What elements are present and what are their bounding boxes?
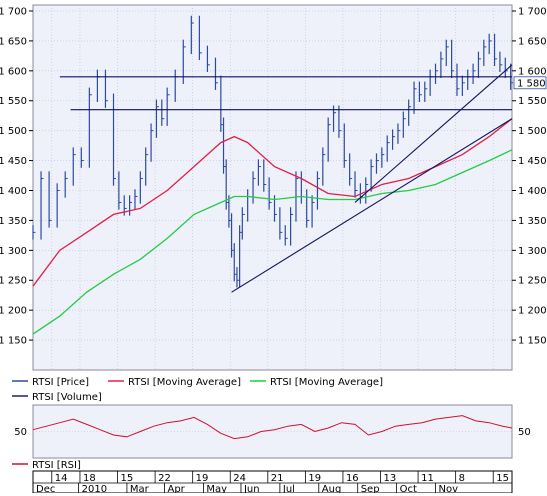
legend-label: RTSI [Price]: [32, 377, 89, 388]
date-day-label: 24: [233, 473, 246, 484]
y-tick-label-left: 1 550: [0, 96, 27, 107]
y-tick-label-right: 1 550: [518, 96, 547, 107]
last-value-label: 1 580: [517, 78, 546, 89]
date-month-label: Apr: [167, 484, 185, 493]
date-day-label: 13: [384, 473, 397, 484]
y-tick-label-left: 1 150: [0, 336, 27, 347]
rsi-tick-label-right: 50: [518, 427, 531, 438]
y-tick-label-right: 1 600: [518, 66, 547, 77]
date-day-label: 15: [121, 473, 134, 484]
y-tick-label-left: 1 200: [0, 306, 27, 317]
date-month-label: May: [206, 484, 227, 493]
date-month-label: Aug: [322, 484, 342, 493]
date-day-label: 11: [421, 473, 434, 484]
y-tick-label-right: 1 450: [518, 156, 547, 167]
date-month-label: Nov: [439, 484, 459, 493]
moving-average-line-2: [32, 149, 513, 335]
date-day-label: 16: [346, 473, 359, 484]
date-day-label: 21: [271, 473, 284, 484]
y-tick-label-right: 1 300: [518, 246, 547, 257]
date-month-label: Dec: [36, 484, 55, 493]
y-tick-label-left: 1 700: [0, 6, 27, 17]
y-tick-label-right: 1 700: [518, 6, 547, 17]
legend-label: RTSI [RSI]: [32, 460, 81, 471]
date-day-label: 15: [496, 473, 509, 484]
y-tick-label-right: 1 500: [518, 126, 547, 137]
trend-line: [231, 118, 513, 293]
legend-label: RTSI [Moving Average]: [270, 377, 383, 388]
y-tick-label-left: 1 650: [0, 36, 27, 47]
y-tick-label-right: 1 250: [518, 276, 547, 287]
price-plot-area: [32, 4, 513, 371]
date-month-label: Jul: [282, 484, 295, 493]
date-month-label: Jun: [243, 484, 260, 493]
date-month-label: Sep: [361, 484, 380, 493]
y-tick-label-right: 1 150: [518, 336, 547, 347]
date-day-label: 22: [158, 473, 171, 484]
trend-line: [354, 64, 513, 203]
y-tick-label-right: 1 350: [518, 216, 547, 227]
date-day-label: 14: [55, 473, 68, 484]
date-day-label: 19: [196, 473, 209, 484]
date-month-label: Oct: [400, 484, 417, 493]
y-tick-label-left: 1 300: [0, 246, 27, 257]
date-day-label: 8: [459, 473, 465, 484]
legend-label: RTSI [Volume]: [32, 392, 102, 403]
y-tick-label-left: 1 600: [0, 66, 27, 77]
y-tick-label-left: 1 400: [0, 186, 27, 197]
y-tick-label-left: 1 250: [0, 276, 27, 287]
y-tick-label-left: 1 450: [0, 156, 27, 167]
date-month-label: Mar: [130, 484, 150, 493]
y-tick-label-right: 1 650: [518, 36, 547, 47]
date-month-label: 2010: [82, 484, 107, 493]
legend-label: RTSI [Moving Average]: [128, 377, 241, 388]
y-tick-label-right: 1 400: [518, 186, 547, 197]
rsi-tick-label-left: 50: [14, 427, 27, 438]
y-tick-label-left: 1 350: [0, 216, 27, 227]
date-day-label: 19: [308, 473, 321, 484]
rsi-line: [32, 415, 513, 440]
last-value-box: [513, 76, 547, 90]
date-day-label: 18: [83, 473, 96, 484]
y-tick-label-right: 1 200: [518, 306, 547, 317]
y-tick-label-left: 1 500: [0, 126, 27, 137]
